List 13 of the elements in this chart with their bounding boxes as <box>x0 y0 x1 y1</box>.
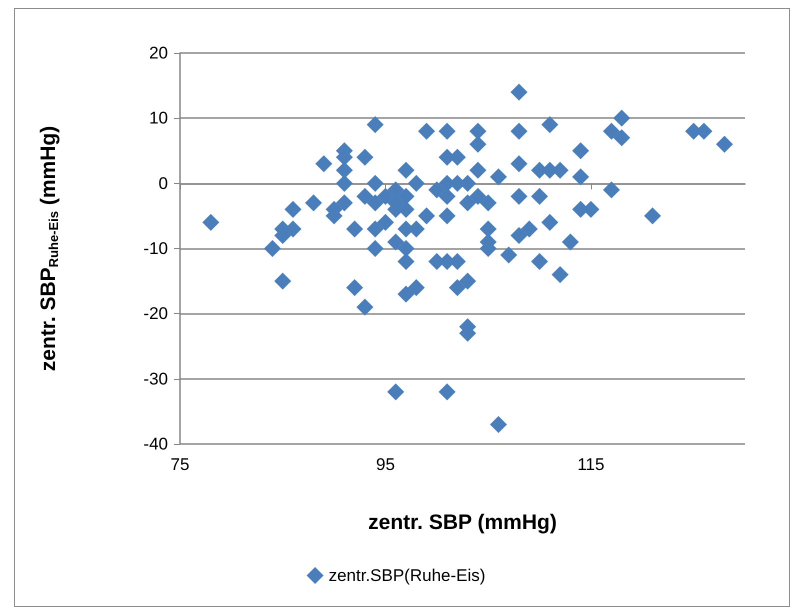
x-axis-title: zentr. SBP (mmHg) <box>368 511 557 534</box>
y-tick-label: -40 <box>143 434 168 454</box>
x-tick-label: 95 <box>376 455 395 474</box>
y-tick-label: 10 <box>149 108 168 128</box>
y-tick-label: -30 <box>143 369 168 388</box>
y-tick-label: -10 <box>143 239 168 258</box>
x-tick-label: 115 <box>577 455 604 474</box>
legend-label: zentr.SBP(Ruhe-Eis) <box>328 566 486 585</box>
x-tick-label: 75 <box>170 455 190 474</box>
y-tick-label: 0 <box>158 174 168 193</box>
y-tick-label: -20 <box>143 304 168 324</box>
y-axis-title: zentr. SBPRuhe-Eis (mmHg) <box>37 126 61 372</box>
y-tick-label: 20 <box>149 44 168 62</box>
